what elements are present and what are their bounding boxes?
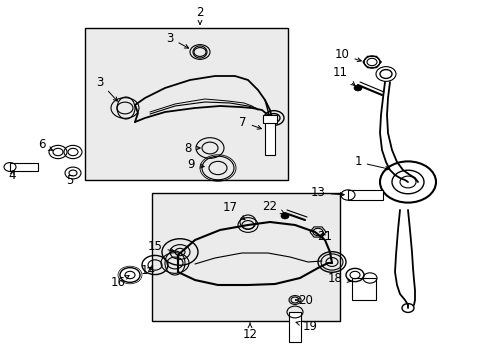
Text: 3: 3 <box>166 31 188 48</box>
Bar <box>263 115 276 123</box>
Text: 7: 7 <box>239 116 261 129</box>
Bar <box>288 312 301 342</box>
Text: 20: 20 <box>295 293 313 306</box>
Text: 3: 3 <box>96 76 117 101</box>
Text: 9: 9 <box>187 158 204 171</box>
Text: 22: 22 <box>262 201 284 213</box>
Text: 18: 18 <box>327 271 350 284</box>
Text: 14: 14 <box>140 264 155 276</box>
Bar <box>152 193 339 321</box>
Text: 10: 10 <box>334 49 361 62</box>
Text: 19: 19 <box>295 320 317 333</box>
Bar <box>264 120 274 155</box>
Text: 13: 13 <box>310 186 344 199</box>
Text: 11: 11 <box>332 67 354 86</box>
Circle shape <box>281 213 288 219</box>
Text: 15: 15 <box>147 240 174 253</box>
Circle shape <box>353 85 361 91</box>
Text: 21: 21 <box>317 230 332 243</box>
Text: 17: 17 <box>222 202 244 220</box>
Text: 12: 12 <box>242 323 257 342</box>
Text: 16: 16 <box>110 275 129 288</box>
Bar <box>351 278 375 300</box>
Text: 5: 5 <box>66 174 74 186</box>
Bar <box>10 163 38 171</box>
Text: 6: 6 <box>38 139 52 152</box>
Bar <box>85 28 287 180</box>
Text: 2: 2 <box>196 5 203 24</box>
Text: 1: 1 <box>353 156 388 170</box>
Bar <box>347 190 382 200</box>
Text: 8: 8 <box>184 141 200 154</box>
Text: 4: 4 <box>8 168 16 181</box>
